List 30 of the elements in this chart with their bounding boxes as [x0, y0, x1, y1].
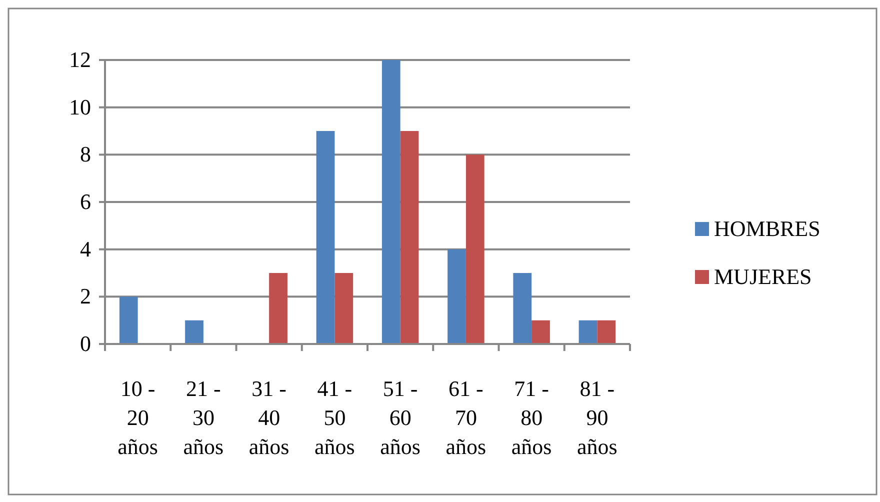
x-tick-label: 81 - 90 años	[577, 376, 618, 459]
bar	[316, 131, 335, 344]
x-tick-label: 31 - 40 años	[248, 376, 290, 459]
bar	[578, 320, 598, 344]
x-tick-label: 71 - 80 años	[511, 376, 552, 459]
bar	[532, 320, 550, 344]
bar	[382, 60, 400, 344]
bar	[119, 296, 138, 344]
legend-label: MUJERES	[714, 264, 812, 289]
x-tick-label: 10 - 20 años	[118, 376, 158, 459]
y-tick-label: 4	[80, 236, 91, 262]
bar	[513, 273, 532, 344]
y-tick-label: 0	[80, 331, 91, 356]
bar	[269, 273, 288, 344]
y-tick-label: 12	[69, 47, 91, 72]
bar	[466, 154, 484, 344]
bar	[597, 320, 616, 344]
y-tick-label: 6	[80, 189, 91, 214]
bar	[185, 320, 204, 344]
x-tick-label: 51 - 60 años	[380, 376, 420, 459]
bar	[448, 249, 466, 344]
y-tick-label: 10	[69, 94, 91, 120]
bar	[400, 131, 419, 344]
y-tick-label: 2	[80, 284, 91, 309]
x-tick-label: 41 - 50 años	[314, 376, 355, 459]
bar	[334, 273, 354, 344]
x-tick-label: 61 - 70 años	[446, 376, 486, 459]
x-tick-label: 21 - 30 años	[183, 376, 224, 459]
y-tick-label: 8	[80, 142, 91, 167]
legend-label: HOMBRES	[714, 216, 820, 241]
